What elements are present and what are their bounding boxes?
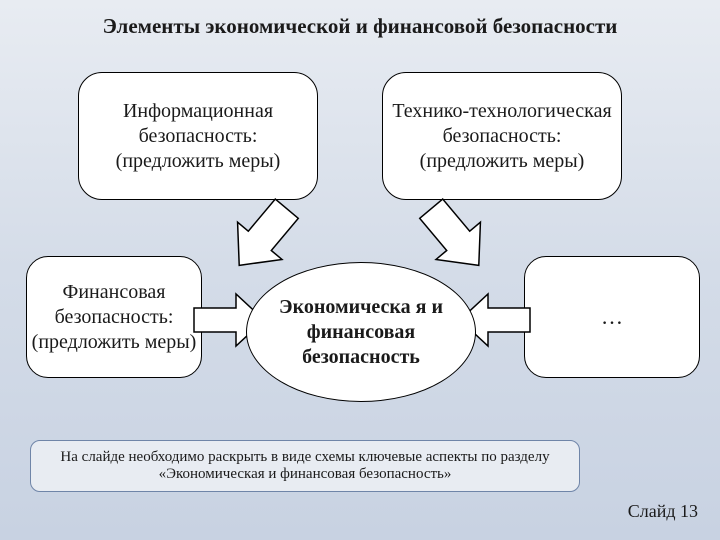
arrow-from-top-left <box>218 192 308 282</box>
node-title: Экономическа я и финансовая безопасность <box>247 295 475 370</box>
node-ellipsis: … <box>524 256 700 378</box>
node-subtitle: (предложить меры) <box>420 149 585 174</box>
node-title: Информационная безопасность: <box>79 99 317 149</box>
node-title: Финансовая безопасность: <box>27 280 201 330</box>
node-title: … <box>601 303 623 331</box>
slide-number: Слайд 13 <box>628 501 698 522</box>
node-title: Технико-технологическая безопасность: <box>383 99 621 149</box>
callout-text: На слайде необходимо раскрыть в виде схе… <box>41 449 569 483</box>
node-tech-security: Технико-технологическая безопасность: (п… <box>382 72 622 200</box>
node-info-security: Информационная безопасность: (предложить… <box>78 72 318 200</box>
node-subtitle: (предложить меры) <box>116 149 281 174</box>
node-center: Экономическа я и финансовая безопасность <box>246 262 476 402</box>
footer-callout: На слайде необходимо раскрыть в виде схе… <box>30 440 580 492</box>
node-subtitle: (предложить меры) <box>32 330 197 355</box>
slide-title: Элементы экономической и финансовой безо… <box>0 14 720 39</box>
node-financial-security: Финансовая безопасность: (предложить мер… <box>26 256 202 378</box>
arrow-from-top-right <box>410 192 500 282</box>
